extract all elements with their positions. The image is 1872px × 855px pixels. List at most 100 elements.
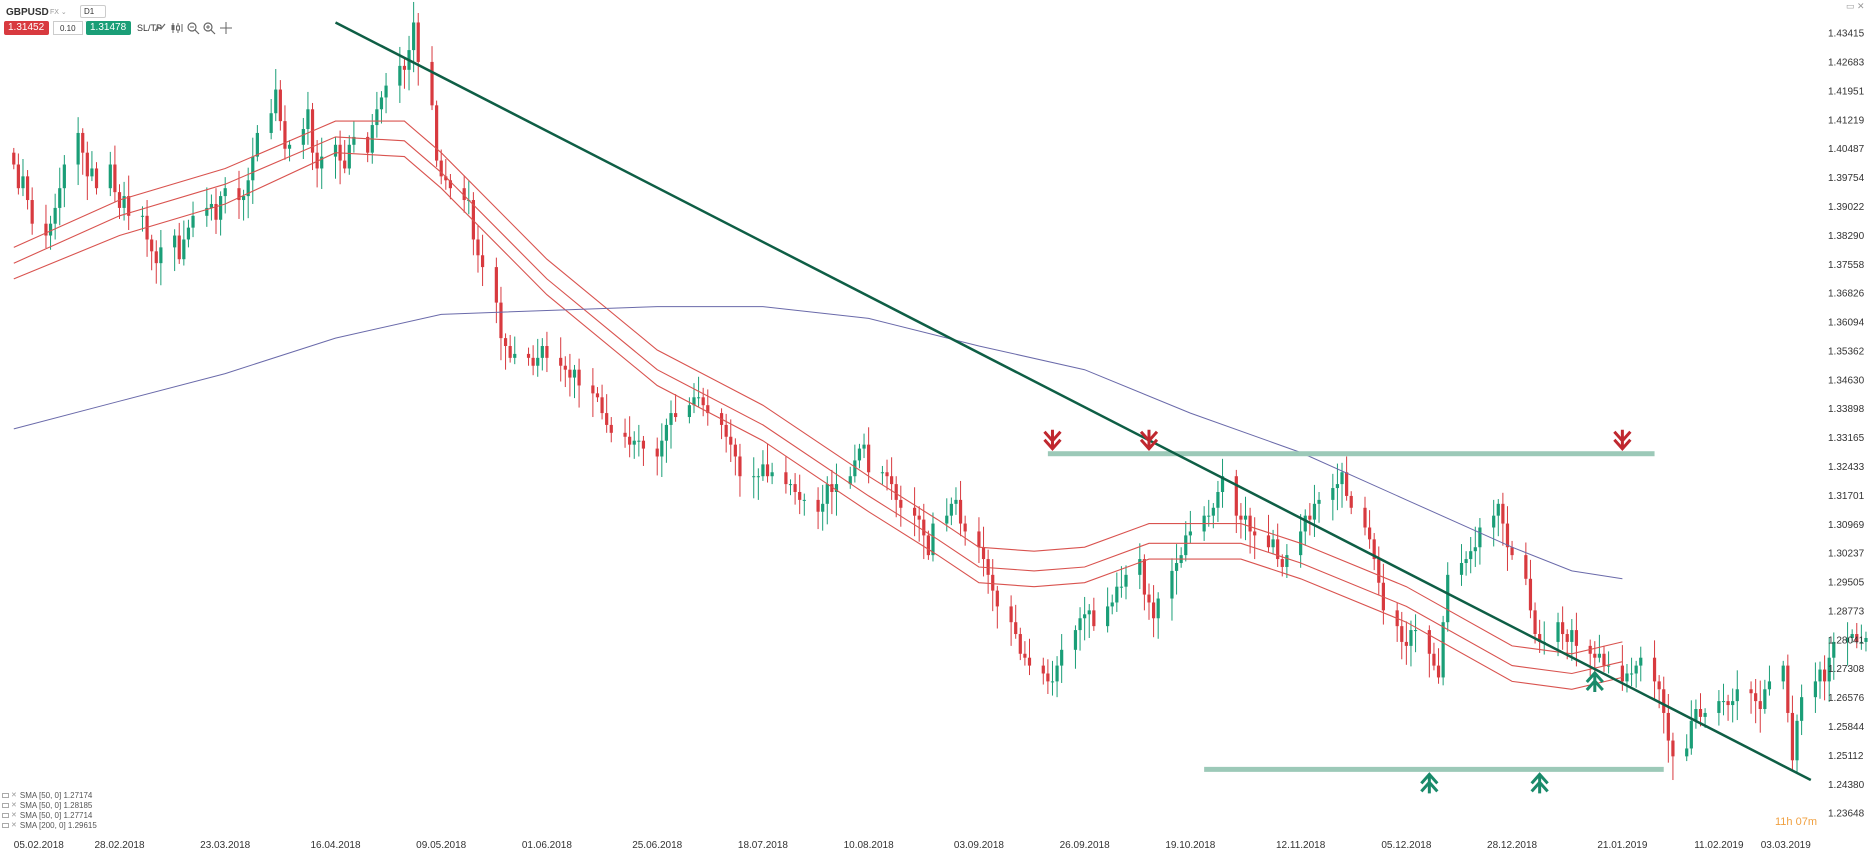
legend-toggle-icon[interactable] <box>2 802 9 808</box>
candle-body <box>641 440 646 449</box>
candle-body <box>526 353 531 358</box>
candle-body <box>1436 665 1441 678</box>
candle-body <box>1083 614 1087 619</box>
candle-body <box>16 164 20 189</box>
x-tick-label: 03.03.2019 <box>1761 840 1811 851</box>
candle-body <box>1446 574 1450 623</box>
legend-toggle-icon[interactable] <box>2 792 9 798</box>
window-controls[interactable]: ▭ ✕ <box>1846 1 1865 11</box>
candle-body <box>1335 484 1340 489</box>
y-tick-label: 1.40487 <box>1828 144 1865 155</box>
candle-body <box>600 397 604 414</box>
candle-body <box>1009 606 1013 623</box>
line-chart-icon[interactable] <box>153 21 167 35</box>
y-tick-label: 1.39022 <box>1828 202 1865 213</box>
candle-body <box>1620 665 1624 682</box>
legend-entry[interactable]: ✕ SMA [50, 0] 1.27714 <box>2 810 97 820</box>
legend-toggle-icon[interactable] <box>2 812 9 818</box>
candlestick-icon[interactable] <box>170 21 184 35</box>
legend-entry[interactable]: ✕ SMA [50, 0] 1.27174 <box>2 790 97 800</box>
candle-body <box>1106 606 1110 627</box>
candle-body <box>958 499 963 524</box>
y-tick-label: 1.25844 <box>1828 722 1865 733</box>
candle-body <box>1685 748 1689 757</box>
legend-remove-icon[interactable]: ✕ <box>11 792 17 799</box>
legend-remove-icon[interactable]: ✕ <box>11 802 17 809</box>
y-tick-label: 1.28041 <box>1828 635 1865 646</box>
candle-body <box>1170 570 1174 599</box>
candle-body <box>1023 653 1027 658</box>
candle-body <box>1027 657 1032 666</box>
legend-label: SMA [50, 0] 1.27714 <box>19 810 93 820</box>
zoom-in-icon[interactable] <box>202 21 216 35</box>
sltp-button[interactable]: SL/TP <box>137 23 163 33</box>
candle-body <box>991 574 995 591</box>
candle-body <box>1565 634 1569 642</box>
candle-body <box>1473 547 1477 552</box>
candle-body <box>186 227 191 240</box>
candle-body <box>269 113 273 133</box>
legend-toggle-icon[interactable] <box>2 822 9 828</box>
candle-body <box>628 436 632 445</box>
candle-body <box>733 444 737 457</box>
candle-body <box>25 176 30 201</box>
candle-body <box>1556 622 1560 642</box>
candle-body <box>1832 641 1836 658</box>
candle-body <box>1018 634 1022 654</box>
candle-body <box>1151 602 1156 619</box>
symbol-label[interactable]: GBPUSD <box>6 7 49 18</box>
candle-body <box>173 235 177 248</box>
candle-body <box>347 144 351 169</box>
crosshair-icon[interactable] <box>219 21 233 35</box>
candle-body <box>1211 507 1215 516</box>
candle-body <box>1184 535 1188 556</box>
candle-body <box>1046 673 1050 682</box>
legend-remove-icon[interactable]: ✕ <box>11 812 17 819</box>
legend-label: SMA [200, 0] 1.29615 <box>19 820 97 830</box>
x-axis: 05.02.2018 28.02.2018 23.03.2018 16.04.2018… <box>14 840 1811 851</box>
candle-body <box>738 456 742 477</box>
sell-button[interactable]: 1.31452 <box>4 21 49 35</box>
candle-body <box>462 188 466 201</box>
candle-body <box>788 484 793 486</box>
x-tick-label: 16.04.2018 <box>310 840 360 851</box>
legend-entry[interactable]: ✕ SMA [50, 0] 1.28185 <box>2 800 97 810</box>
candle-body <box>1671 740 1675 757</box>
candle-body <box>1818 669 1822 682</box>
candle-body <box>568 369 572 378</box>
sma200-line <box>13 306 1623 580</box>
candle-body <box>1119 586 1124 588</box>
y-tick-label: 1.24380 <box>1828 780 1865 791</box>
candle-body <box>1441 622 1445 678</box>
candle-body <box>1276 539 1280 560</box>
candle-body <box>572 369 577 378</box>
candle-body <box>1478 527 1482 548</box>
candle-body <box>333 144 338 157</box>
buy-button[interactable]: 1.31478 <box>86 21 131 35</box>
candle-body <box>1597 653 1601 658</box>
candle-body <box>1266 535 1271 548</box>
candle-body <box>1156 598 1160 619</box>
zoom-out-icon[interactable] <box>186 21 200 35</box>
candle-body <box>752 476 756 478</box>
candle-body <box>30 200 34 224</box>
legend-remove-icon[interactable]: ✕ <box>11 822 17 829</box>
candle-body <box>1698 709 1703 717</box>
candle-body <box>1312 503 1317 520</box>
market-chevron-down-icon[interactable]: ⌄ <box>60 9 67 16</box>
candle-body <box>1331 488 1335 500</box>
candle-body <box>513 353 517 358</box>
candle-body <box>366 136 370 153</box>
legend-entry[interactable]: ✕ SMA [200, 0] 1.29615 <box>2 820 97 830</box>
candle-body <box>1505 523 1510 548</box>
candle-body <box>1726 701 1730 706</box>
candle-body <box>287 144 292 149</box>
candle-body <box>430 61 434 106</box>
candle-body <box>1754 693 1758 702</box>
candle-body <box>885 472 889 477</box>
y-axis: 1.43415 1.42683 1.41951 1.41219 1.40487 1.397… <box>1828 29 1865 820</box>
y-tick-label: 1.36094 <box>1828 318 1865 329</box>
candle-body <box>1533 610 1537 635</box>
y-tick-label: 1.36826 <box>1828 289 1865 300</box>
